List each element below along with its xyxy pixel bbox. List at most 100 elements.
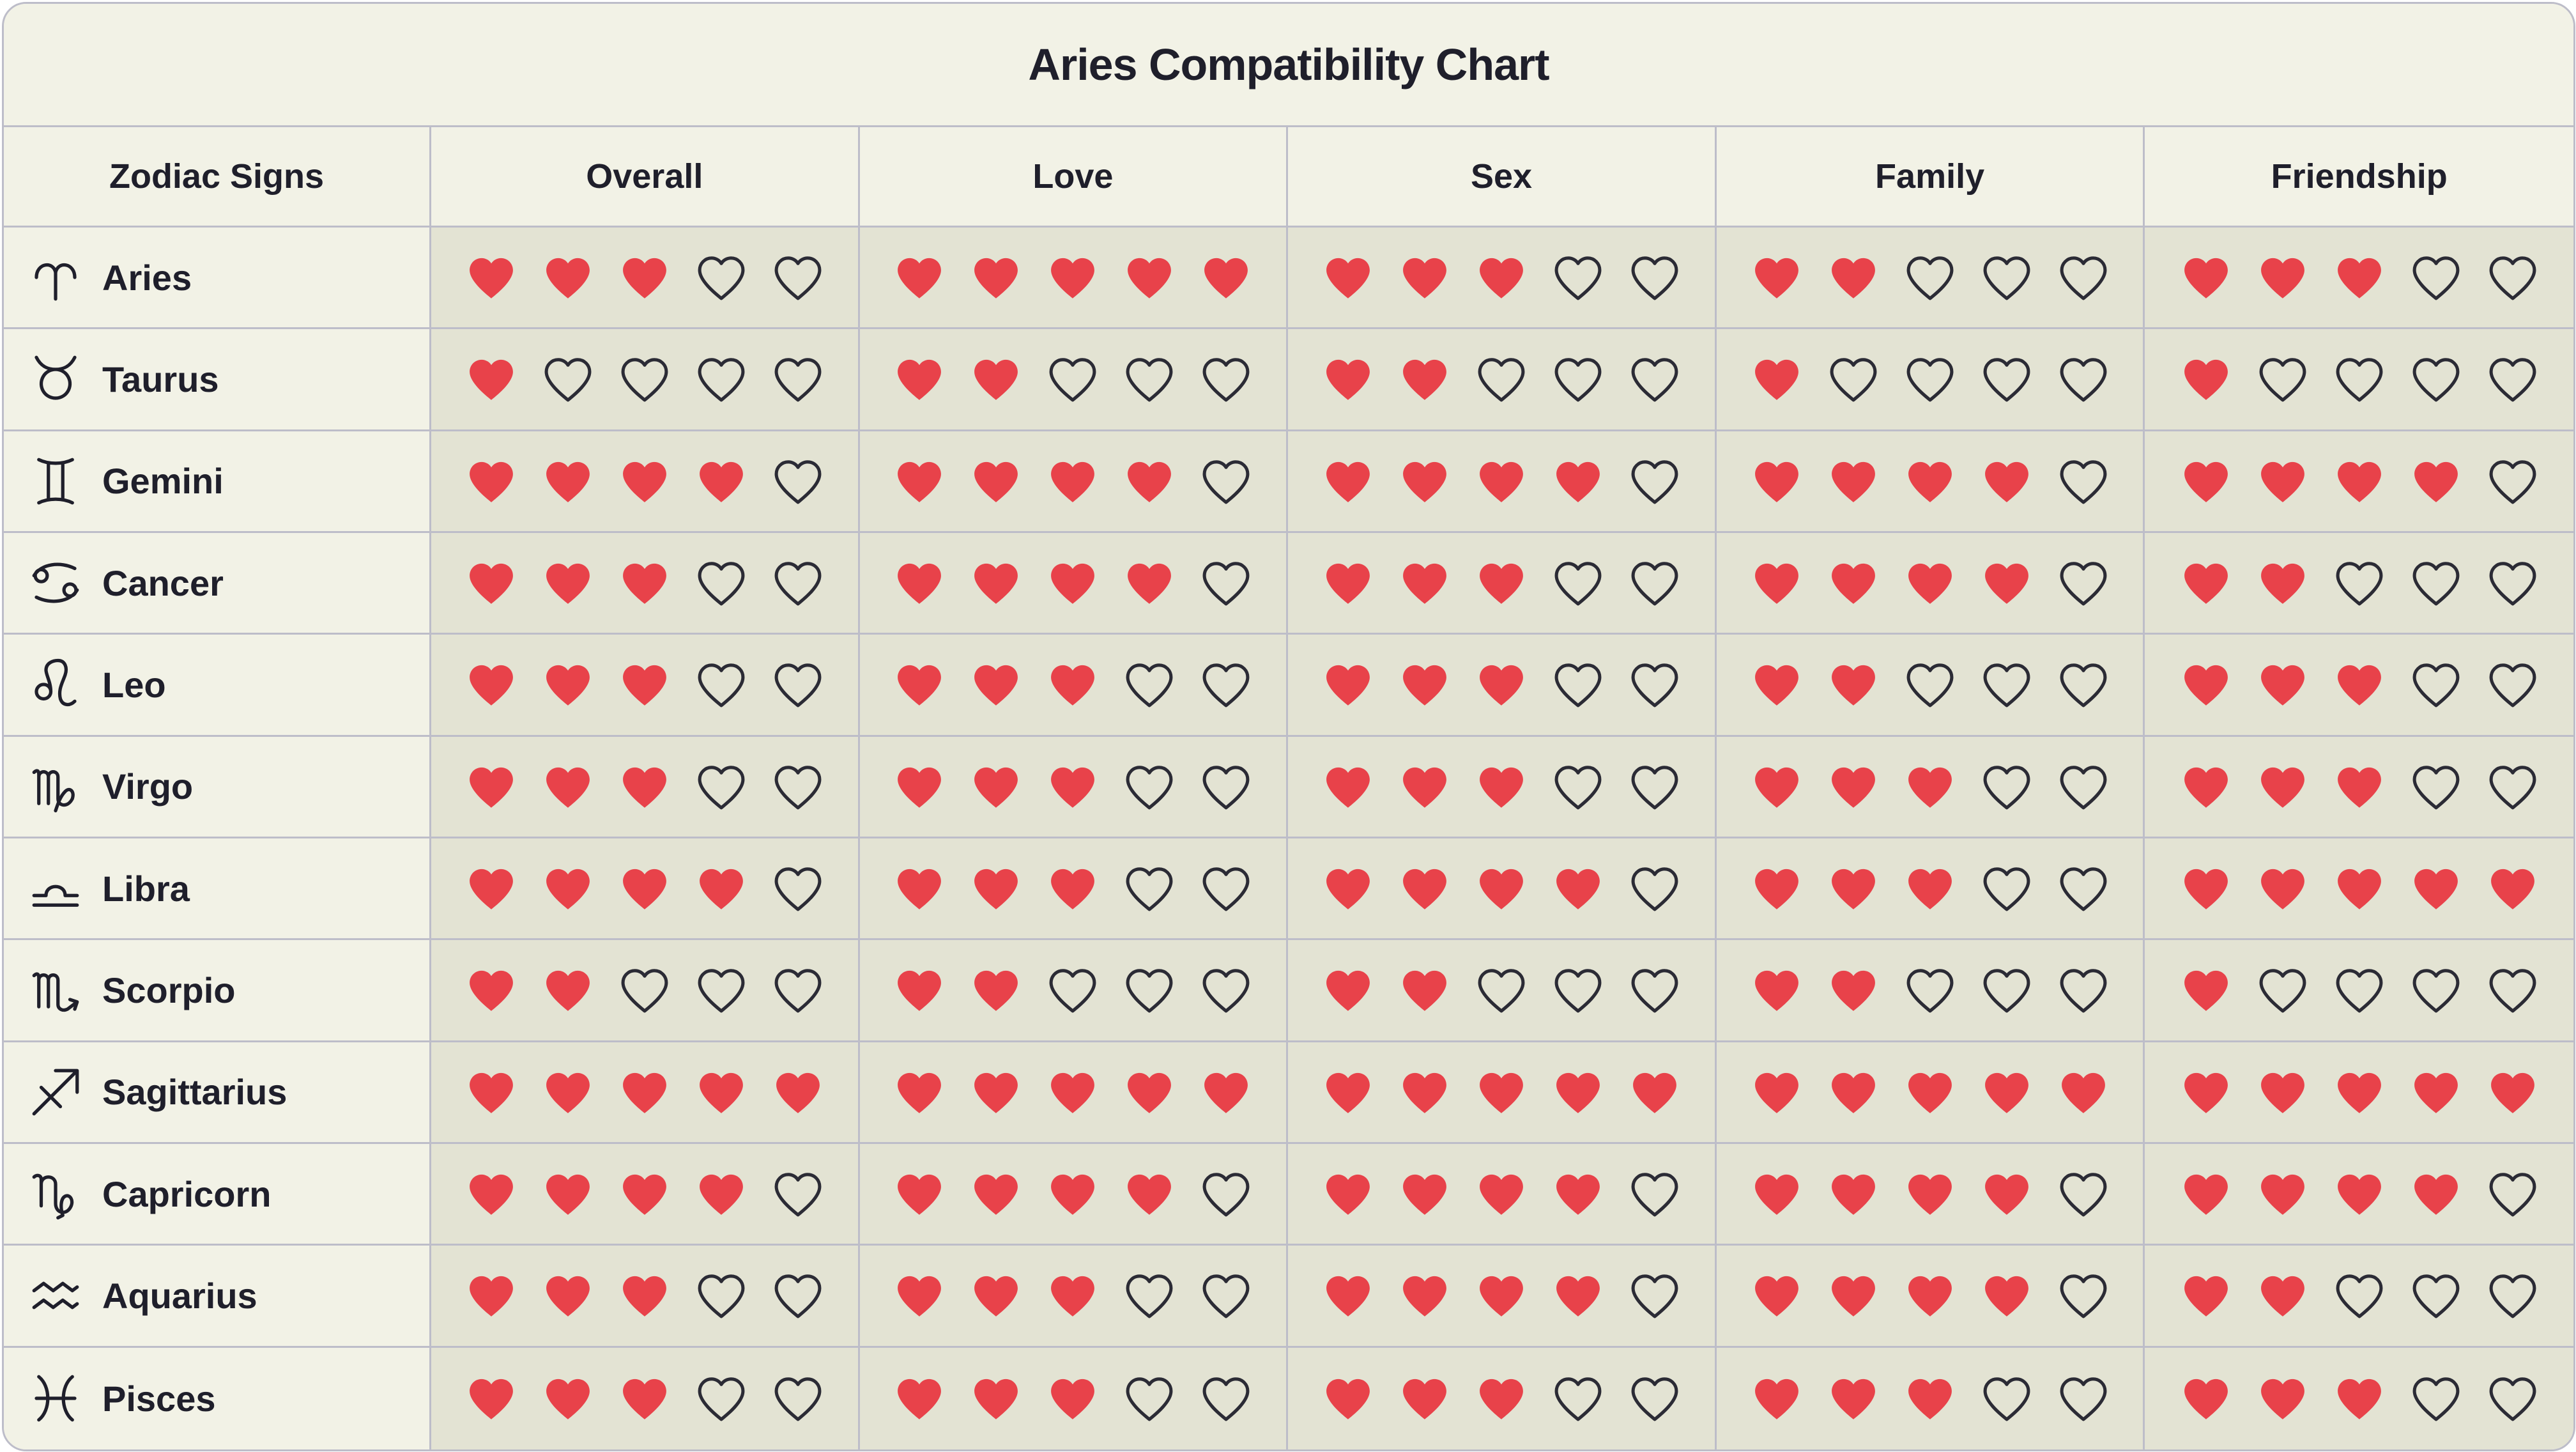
heart-empty-icon [1126,663,1173,707]
heart-filled-icon [1403,869,1446,910]
heart-filled-icon [1754,1276,1798,1317]
rating-aquarius-sex [1288,1246,1717,1348]
heart-filled-icon [974,1276,1018,1317]
heart-empty-icon [1554,766,1602,810]
heart-empty-icon [1126,969,1173,1013]
heart-filled-icon [898,563,942,605]
heart-filled-icon [2414,1174,2458,1216]
rating-cancer-sex [1288,532,1717,635]
heart-empty-icon [1631,256,1678,300]
heart-filled-icon [776,1072,820,1113]
heart-filled-icon [1754,665,1798,706]
heart-filled-icon [1051,665,1095,706]
rating-libra-family [1716,838,2145,941]
heart-empty-icon [1906,663,1954,707]
heart-empty-icon [1202,969,1250,1013]
heart-filled-icon [974,1072,1018,1113]
leo-icon [27,656,84,713]
rating-aquarius-love [859,1246,1289,1348]
rating-taurus-sex [1288,329,1717,431]
heart-filled-icon [1754,563,1798,605]
heart-filled-icon [1831,563,1875,605]
sign-label: Sagittarius [102,1072,288,1113]
heart-empty-icon [1983,1377,2030,1421]
heart-empty-icon [2336,358,2383,402]
heart-empty-icon [1830,358,1877,402]
sign-label: Cancer [102,562,224,603]
rating-virgo-friendship [2145,736,2573,838]
heart-filled-icon [622,461,666,502]
heart-filled-icon [1204,258,1248,299]
heart-empty-icon [774,867,822,911]
heart-filled-icon [1403,1174,1446,1216]
heart-empty-icon [1202,1377,1250,1421]
heart-filled-icon [2337,1072,2381,1113]
sign-cell-scorpio: Scorpio [4,940,431,1042]
heart-empty-icon [1554,562,1602,606]
heart-filled-icon [1556,461,1600,502]
scorpio-icon [27,961,84,1019]
heart-filled-icon [546,461,590,502]
heart-empty-icon [2060,256,2107,300]
sign-label: Gemini [102,461,224,502]
rating-aquarius-friendship [2145,1246,2573,1348]
heart-empty-icon [2489,1173,2536,1217]
heart-filled-icon [1326,360,1370,401]
rating-taurus-love [859,329,1289,431]
heart-empty-icon [2489,969,2536,1013]
rating-virgo-family [1716,736,2145,838]
heart-filled-icon [1984,563,2028,605]
sign-cell-gemini: Gemini [4,431,431,533]
rating-libra-love [859,838,1289,941]
rating-aries-love [859,228,1289,330]
column-header-family: Family [1716,127,2145,228]
heart-filled-icon [2337,869,2381,910]
heart-empty-icon [1554,663,1602,707]
heart-filled-icon [2184,563,2228,605]
heart-filled-icon [469,869,513,910]
heart-filled-icon [974,869,1018,910]
heart-filled-icon [1051,563,1095,605]
heart-empty-icon [1049,358,1096,402]
heart-filled-icon [974,971,1018,1012]
heart-filled-icon [974,1379,1018,1420]
rating-gemini-sex [1288,431,1717,533]
heart-empty-icon [1126,358,1173,402]
heart-empty-icon [2489,1274,2536,1318]
rating-aquarius-overall [431,1246,860,1348]
virgo-icon [27,758,84,815]
column-header-sex: Sex [1288,127,1717,228]
heart-filled-icon [1051,258,1095,299]
heart-filled-icon [1754,1072,1798,1113]
heart-empty-icon [1126,867,1173,911]
heart-empty-icon [1631,867,1678,911]
heart-filled-icon [1831,971,1875,1012]
heart-empty-icon [1554,256,1602,300]
heart-filled-icon [898,258,942,299]
heart-filled-icon [898,1174,942,1216]
heart-filled-icon [1403,971,1446,1012]
rating-cancer-overall [431,532,860,635]
heart-filled-icon [2184,1276,2228,1317]
heart-filled-icon [622,767,666,808]
heart-empty-icon [2060,1274,2107,1318]
heart-empty-icon [1126,1377,1173,1421]
heart-filled-icon [1754,767,1798,808]
rating-taurus-overall [431,329,860,431]
sign-cell-capricorn: Capricorn [4,1143,431,1246]
heart-filled-icon [1556,1276,1600,1317]
heart-empty-icon [621,358,668,402]
rating-capricorn-sex [1288,1143,1717,1246]
heart-filled-icon [699,869,743,910]
heart-filled-icon [1326,1174,1370,1216]
heart-empty-icon [1554,1377,1602,1421]
heart-empty-icon [2336,1274,2383,1318]
heart-filled-icon [974,461,1018,502]
heart-filled-icon [2184,1072,2228,1113]
rating-scorpio-sex [1288,940,1717,1042]
title-bar: Aries Compatibility Chart [4,4,2573,127]
heart-empty-icon [2489,1377,2536,1421]
heart-empty-icon [1202,358,1250,402]
rating-sagittarius-friendship [2145,1042,2573,1144]
heart-filled-icon [1051,1379,1095,1420]
